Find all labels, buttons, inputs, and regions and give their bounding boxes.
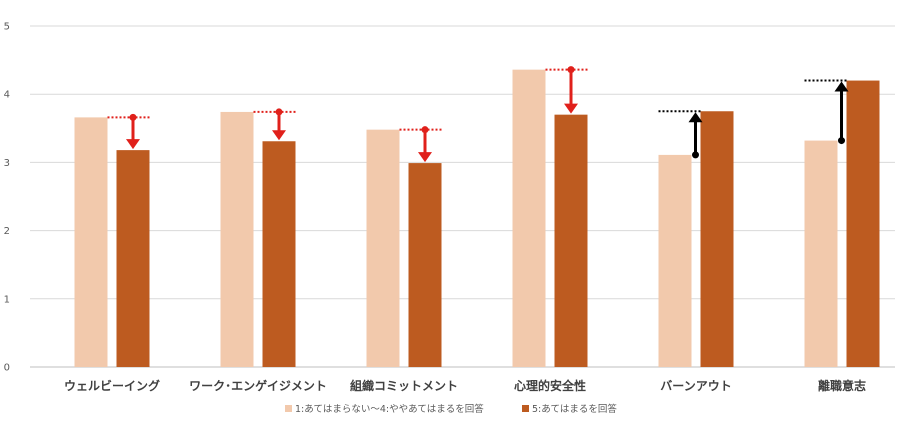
bar-series-1 xyxy=(804,140,838,367)
bar-series-1 xyxy=(658,154,692,367)
x-tick-label: ワーク･エンゲイジメント xyxy=(189,378,327,393)
gridlines xyxy=(30,25,895,368)
legend-swatch xyxy=(522,405,529,412)
x-tick-label: バーンアウト xyxy=(660,379,731,393)
x-tick-label: 心理的安全性 xyxy=(514,378,586,393)
legend-swatch xyxy=(285,405,292,412)
bar-series-2 xyxy=(262,141,296,367)
bar-series-1 xyxy=(220,111,254,367)
x-axis: ウェルビーイング ワーク･エンゲイジメント 組織コミットメント 心理的安全性 バーンアウ… xyxy=(64,378,866,393)
legend-label: 5:あてはまるを回答 xyxy=(532,403,617,415)
change-arrow-head xyxy=(834,81,849,92)
y-axis: 0 1 2 3 4 5 xyxy=(4,22,10,374)
bar-series-1 xyxy=(512,69,546,367)
y-tick-label: 4 xyxy=(4,90,10,101)
bar-series-1 xyxy=(366,129,400,367)
change-arrow-head xyxy=(126,139,140,150)
change-arrow-head xyxy=(418,152,432,163)
bar-series-1 xyxy=(74,117,108,367)
x-tick-label: ウェルビーイング xyxy=(64,378,160,393)
legend: 1:あてはまらない～4:ややあてはまるを回答 5:あてはまるを回答 xyxy=(285,403,617,415)
bar-series-2 xyxy=(408,163,442,367)
bar-series-2 xyxy=(846,80,880,367)
bar-series-2 xyxy=(554,114,588,367)
x-tick-label: 離職意志 xyxy=(818,378,866,393)
change-arrows xyxy=(107,66,849,163)
y-tick-label: 3 xyxy=(4,158,10,169)
bar-series-2 xyxy=(116,150,150,367)
bars xyxy=(74,69,880,367)
y-tick-label: 0 xyxy=(4,363,10,374)
change-arrow-head xyxy=(272,130,286,141)
y-tick-label: 5 xyxy=(4,22,10,33)
bar-series-2 xyxy=(700,111,734,367)
y-tick-label: 1 xyxy=(4,294,10,305)
change-arrow-head xyxy=(564,103,578,114)
legend-label: 1:あてはまらない～4:ややあてはまるを回答 xyxy=(295,403,484,415)
x-tick-label: 組織コミットメント xyxy=(350,378,458,393)
change-arrow-head xyxy=(688,112,703,123)
y-tick-label: 2 xyxy=(4,226,10,237)
